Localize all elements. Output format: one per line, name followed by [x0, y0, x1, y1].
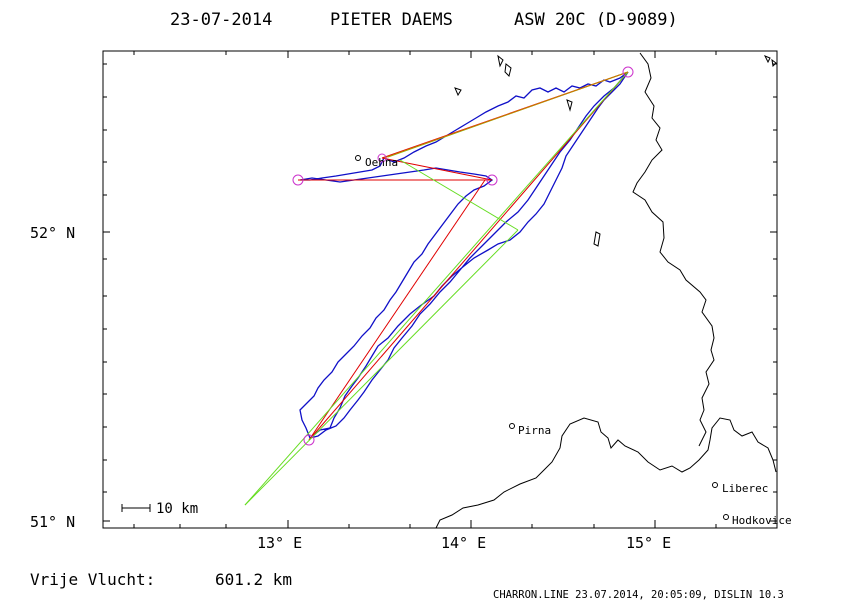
lakes	[454, 54, 777, 247]
turnpoint-ne	[622, 66, 634, 78]
turnpoint-east	[486, 174, 498, 186]
bottom-ticks	[133, 520, 717, 528]
task-orange	[383, 71, 629, 159]
border-czech	[435, 417, 777, 529]
border-poland	[632, 52, 715, 447]
turnpoint-start	[303, 434, 315, 446]
place-markers	[355, 155, 729, 520]
pilot-name: PIETER DAEMS	[330, 10, 453, 30]
lon-label-13: 13° E	[257, 534, 302, 552]
lat-label-52: 52° N	[30, 224, 75, 242]
turnpoint-oehna	[377, 153, 387, 163]
turnpoints	[292, 66, 634, 446]
place-pirna: Pirna	[518, 424, 551, 437]
turnpoint-west	[292, 174, 304, 186]
left-ticks	[103, 63, 110, 522]
scale-bar	[121, 504, 151, 512]
map-frame	[102, 50, 778, 529]
place-oehna: Oehna	[365, 156, 398, 169]
distance-value: 601.2 km	[215, 570, 292, 589]
place-liberec: Liberec	[722, 482, 768, 495]
task-green	[244, 71, 629, 506]
distance-label: Vrije Vlucht:	[30, 570, 155, 589]
place-hodkovice: Hodkovice	[732, 514, 792, 527]
program-line: CHARRON.LINE 23.07.2014, 20:05:09, DISLI…	[493, 589, 784, 601]
lon-label-14: 14° E	[441, 534, 486, 552]
lat-label-51: 51° N	[30, 513, 75, 531]
lon-label-15: 15° E	[626, 534, 671, 552]
flight-date: 23-07-2014	[170, 10, 272, 30]
glider-info: ASW 20C (D-9089)	[514, 10, 678, 30]
scale-bar-label: 10 km	[156, 501, 198, 517]
right-ticks	[770, 63, 777, 522]
top-ticks	[133, 51, 717, 58]
